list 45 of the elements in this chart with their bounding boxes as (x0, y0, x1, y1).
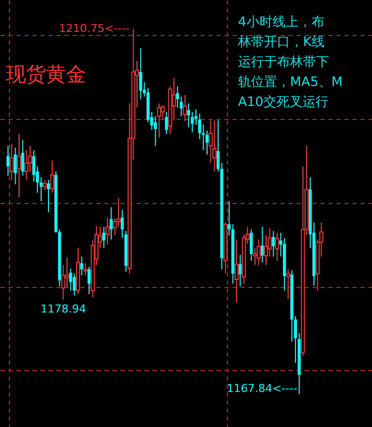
candlestick (102, 226, 106, 249)
candlestick (139, 48, 142, 100)
candlestick (17, 134, 22, 198)
candlestick (190, 111, 194, 133)
annotation: 1178.94 (40, 302, 86, 316)
candlestick (228, 200, 231, 236)
candlestick (21, 140, 24, 176)
candlestick (212, 120, 216, 172)
candlestick (154, 116, 157, 146)
text: 现货黄金 (6, 62, 86, 86)
candlestick (64, 256, 69, 288)
candlestick (47, 179, 50, 213)
candlestick (88, 266, 91, 294)
candlestick (256, 239, 261, 266)
candlestick (260, 226, 264, 263)
candlestick (198, 113, 202, 140)
candlestick (110, 206, 113, 240)
annotation: 1167.84<---- (226, 382, 298, 395)
candlestick (80, 256, 84, 276)
annotation: 1210.75<---- (59, 22, 130, 35)
candlestick (69, 268, 72, 292)
candlestick (275, 232, 280, 262)
candlestick (72, 273, 76, 296)
candlestick (238, 254, 242, 287)
candlestick (83, 262, 88, 276)
candlestick (42, 179, 47, 191)
candlestick (182, 94, 187, 122)
candlestick (252, 248, 257, 266)
candlestick (50, 160, 54, 194)
candlestick (272, 230, 275, 258)
candlestick (164, 111, 168, 135)
candlestick (120, 209, 124, 238)
candlestick (24, 150, 28, 180)
candlestick (187, 102, 190, 128)
candlestick (216, 120, 220, 172)
candlestick (250, 228, 253, 262)
candlestick (234, 239, 239, 303)
candlestick (202, 124, 205, 151)
candlestick (157, 102, 162, 138)
annotation: 4小时线上，布林带开口，K线运行于布林带下轨位置，MA5、MA10交死叉运行 (237, 15, 343, 110)
candlestick (14, 147, 17, 185)
candlestick (6, 145, 10, 176)
candlestick (10, 144, 14, 180)
candlestick (105, 216, 110, 246)
candlestick (286, 268, 290, 300)
